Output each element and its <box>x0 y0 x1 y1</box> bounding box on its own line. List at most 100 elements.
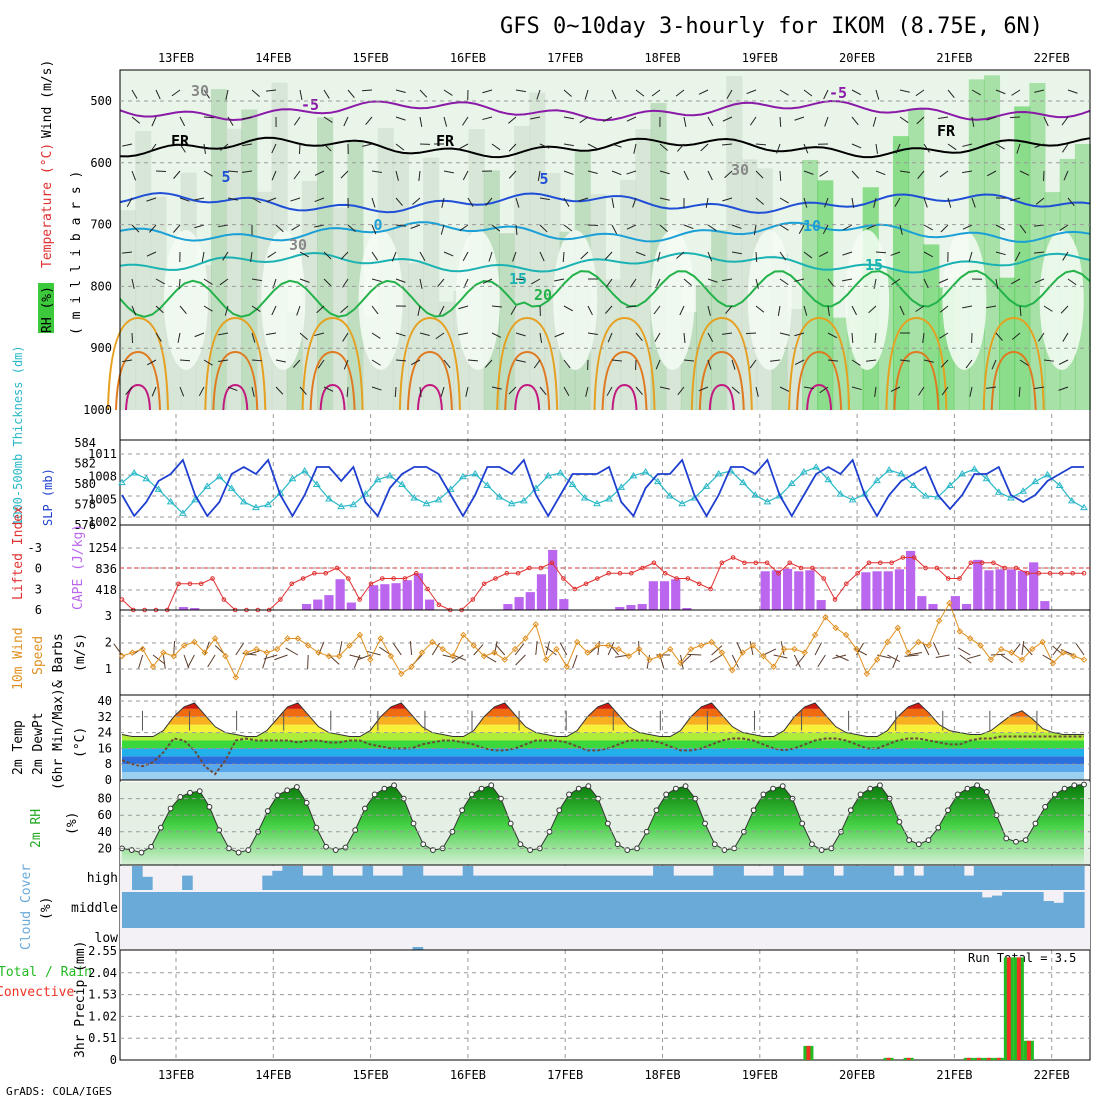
wind-barb <box>488 251 493 262</box>
wind-barb <box>1019 359 1029 366</box>
wind-barb <box>131 116 141 124</box>
cloud-high-bar <box>613 875 624 890</box>
li-point <box>730 555 736 560</box>
wind-barb <box>275 386 284 395</box>
li-point <box>787 560 793 566</box>
wind-barb <box>939 170 949 178</box>
wind-barb <box>149 143 157 153</box>
wind-barb <box>923 143 930 153</box>
cloud-middle-bar <box>265 892 277 928</box>
cloud-middle-bar <box>316 892 328 928</box>
wind-barb <box>419 332 430 336</box>
wind-barb <box>395 197 403 206</box>
wind-barb <box>745 332 757 335</box>
wind10-axis-label-a: 10m Wind <box>11 627 26 690</box>
cloud-middle-bar <box>1002 892 1013 928</box>
wind10-barb <box>773 654 788 659</box>
wind-barb <box>875 143 879 154</box>
thickness-point <box>446 485 455 492</box>
temperature-contour <box>119 251 1091 274</box>
rh2m-point <box>420 841 427 848</box>
wind-barb <box>395 170 399 181</box>
temp-line <box>121 702 1084 738</box>
wind-barb <box>707 251 713 262</box>
cape-bar <box>380 584 390 610</box>
li-point <box>470 597 476 602</box>
thickness-point <box>1007 494 1015 501</box>
cloud-middle-bar <box>1012 892 1024 928</box>
li-point <box>413 570 419 576</box>
rh2m-point <box>731 845 738 852</box>
wind-barb <box>562 251 565 263</box>
li-point <box>210 576 215 581</box>
wind-barb <box>1043 305 1053 312</box>
wind-barb <box>755 197 764 205</box>
rh-shade <box>892 136 910 411</box>
rh2m-point <box>1022 837 1029 843</box>
wind-barb <box>220 143 229 151</box>
wind-barb <box>439 305 445 316</box>
cloud-middle-bar <box>705 892 717 928</box>
wind10-point <box>667 645 674 653</box>
contour-label: -5 <box>829 84 847 102</box>
contour-label: FR <box>436 132 455 150</box>
rh2m-point <box>235 849 242 856</box>
wind-barb <box>371 386 382 391</box>
cloud-middle-bar <box>643 892 655 928</box>
cloud-middle-bar <box>234 892 246 928</box>
thickness-point <box>678 499 687 507</box>
wind-barb <box>563 197 570 207</box>
wind-barb <box>317 359 325 369</box>
wind-barb <box>563 386 570 396</box>
y-tick-label: 418 <box>95 583 117 597</box>
li-point <box>742 560 747 566</box>
cloud-middle-bar <box>173 892 185 928</box>
li-point <box>798 565 804 571</box>
wind-barb <box>531 278 541 285</box>
wind-barb <box>227 386 238 392</box>
rh2m-point <box>945 807 951 814</box>
wind-barb <box>250 251 253 262</box>
rh2m-point <box>556 807 563 814</box>
wind10-point <box>470 642 477 649</box>
wind-barb <box>563 359 571 369</box>
wind-barb <box>198 386 205 397</box>
wind-barb <box>851 197 855 208</box>
wind-barb <box>1067 278 1077 286</box>
wind-barb <box>986 116 997 121</box>
wind-barb <box>779 386 790 392</box>
thickness-point <box>714 469 723 477</box>
cloud-high-bar <box>342 875 354 890</box>
wind-barb <box>630 278 637 288</box>
wind-barb <box>755 305 765 313</box>
wind10-barb <box>138 654 144 669</box>
rh2m-point <box>896 818 903 825</box>
wind10-barb <box>307 654 309 670</box>
wind-barb <box>242 170 253 173</box>
thickness-point <box>264 500 273 508</box>
wind-barb <box>794 278 805 282</box>
thickness-point <box>617 483 626 490</box>
wind-barb <box>803 170 814 175</box>
rh2m-point <box>303 799 310 806</box>
wind-barb <box>866 224 877 230</box>
wind-barb <box>655 359 661 370</box>
thickness-point <box>179 509 187 516</box>
rh2m-point <box>468 791 475 798</box>
wind-barb <box>395 116 406 121</box>
li-point <box>323 570 329 576</box>
wind10-barb <box>795 654 806 667</box>
wind-barb <box>635 386 643 395</box>
wind-barb <box>851 359 861 366</box>
wind-barb <box>602 116 613 122</box>
wind-barb <box>1043 116 1049 127</box>
wind-barb <box>794 116 805 121</box>
cloud-layer-label: high <box>87 871 118 886</box>
rh2m-point <box>1013 838 1019 845</box>
wind-barb <box>1058 386 1069 391</box>
bl-contour-35 <box>222 383 249 411</box>
li-point <box>312 570 317 576</box>
li-point <box>1025 570 1030 576</box>
wind10-point <box>139 645 146 653</box>
wind-barb <box>965 359 973 369</box>
